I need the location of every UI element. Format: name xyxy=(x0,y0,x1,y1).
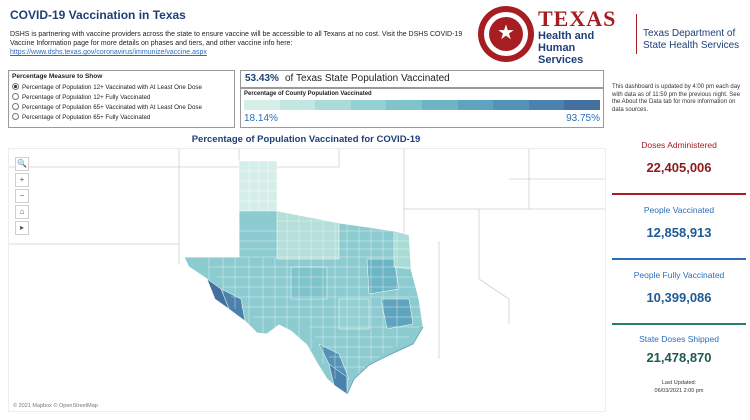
measure-option-65-one-dose[interactable]: Percentage of Population 65+ Vaccinated … xyxy=(12,103,202,111)
radio-icon[interactable] xyxy=(12,113,19,120)
legend-swatch xyxy=(493,100,529,110)
map-controls: 🔍 + − ⌂ ▸ xyxy=(15,157,29,237)
legend-swatch xyxy=(279,100,316,110)
stat-label: Doses Administered xyxy=(641,140,717,150)
choropleth-map[interactable]: 🔍 + − ⌂ ▸ © 2021 Mapbox © OpenStreetMap xyxy=(8,148,606,412)
county-shading xyxy=(206,160,414,395)
state-pct-value: 53.43% xyxy=(245,73,279,84)
intro-text: DSHS is partnering with vaccine provider… xyxy=(10,30,470,57)
hhs-texas-wordmark: TEXAS xyxy=(538,6,617,31)
legend-swatch xyxy=(350,100,387,110)
measure-option-12-one-dose[interactable]: Percentage of Population 12+ Vaccinated … xyxy=(12,83,202,91)
pan-icon[interactable]: ▸ xyxy=(15,221,29,235)
stat-value: 22,405,006 xyxy=(646,160,712,175)
legend-swatch xyxy=(457,100,494,110)
home-icon[interactable]: ⌂ xyxy=(15,205,29,219)
zoom-out-button[interactable]: − xyxy=(15,189,29,203)
dshs-line2: State Health Services xyxy=(643,40,740,51)
map-credit: © 2021 Mapbox © OpenStreetMap xyxy=(13,403,98,409)
legend-max: 93.75% xyxy=(566,113,600,124)
zoom-in-button[interactable]: + xyxy=(15,173,29,187)
legend-swatch xyxy=(315,100,351,110)
stat-label: People Fully Vaccinated xyxy=(633,270,725,280)
state-pct-label: of Texas State Population Vaccinated xyxy=(285,73,450,84)
dshs-logo: Texas Department of State Health Service… xyxy=(643,28,739,52)
intro-paragraph: DSHS is partnering with vaccine provider… xyxy=(10,31,463,47)
map-search-icon[interactable]: 🔍 xyxy=(15,157,29,171)
radio-icon[interactable] xyxy=(12,103,19,110)
measure-selector: Percentage Measure to Show Percentage of… xyxy=(8,70,235,128)
measure-title: Percentage Measure to Show xyxy=(12,73,103,80)
stat-value: 21,478,870 xyxy=(646,350,712,365)
hhs-logo: ★ TEXAS Health and Human Services xyxy=(478,6,628,66)
stat-people-fully-vaccinated: People Fully Vaccinated 10,399,086 xyxy=(612,270,746,305)
map-canvas[interactable] xyxy=(9,149,605,411)
stat-people-vaccinated: People Vaccinated 12,858,913 xyxy=(612,205,746,240)
legend-swatch xyxy=(244,100,280,110)
star-seal-icon: ★ xyxy=(478,6,534,62)
stat-divider xyxy=(612,323,746,325)
hhs-line2: Services xyxy=(538,54,584,66)
measure-option-65-fully[interactable]: Percentage of Population 65+ Fully Vacci… xyxy=(12,113,150,121)
measure-option-12-fully[interactable]: Percentage of Population 12+ Fully Vacci… xyxy=(12,93,150,101)
update-note: This dashboard is updated by 4:00 pm eac… xyxy=(612,84,741,113)
legend-swatch xyxy=(528,100,565,110)
stat-divider xyxy=(612,193,746,195)
dshs-line1: Texas Department of xyxy=(643,28,736,39)
stat-value: 12,858,913 xyxy=(646,225,712,240)
logo-divider xyxy=(636,14,637,54)
stat-divider xyxy=(612,258,746,260)
hhs-line1: Health and Human xyxy=(538,30,595,54)
legend-color-bar xyxy=(244,100,600,110)
radio-icon[interactable] xyxy=(12,93,19,100)
last-updated-value: 06/03/2021 2:00 pm xyxy=(654,388,704,394)
neighbor-borders xyxy=(9,149,605,359)
legend-swatch xyxy=(386,100,422,110)
page-title: COVID-19 Vaccination in Texas xyxy=(10,8,186,22)
legend-title: Percentage of County Population Vaccinat… xyxy=(244,91,372,97)
legend-swatch xyxy=(421,100,458,110)
stat-doses-administered: Doses Administered 22,405,006 xyxy=(612,140,746,175)
map-title: Percentage of Population Vaccinated for … xyxy=(191,134,421,145)
state-pct-summary: 53.43% of Texas State Population Vaccina… xyxy=(240,70,604,88)
legend-swatch xyxy=(564,100,600,110)
vaccine-info-link[interactable]: https://www.dshs.texas.gov/coronavirus/i… xyxy=(10,49,207,56)
legend-min: 18.14% xyxy=(244,113,278,124)
radio-icon[interactable] xyxy=(12,83,19,90)
stat-value: 10,399,086 xyxy=(646,290,712,305)
last-updated-label: Last Updated: xyxy=(661,380,697,386)
stat-label: People Vaccinated xyxy=(643,205,715,215)
coastline xyxy=(346,326,424,395)
color-legend: Percentage of County Population Vaccinat… xyxy=(240,88,604,128)
stat-label: State Doses Shipped xyxy=(639,334,719,344)
county-grid xyxy=(185,161,421,389)
stat-state-doses-shipped: State Doses Shipped 21,478,870 xyxy=(612,334,746,365)
